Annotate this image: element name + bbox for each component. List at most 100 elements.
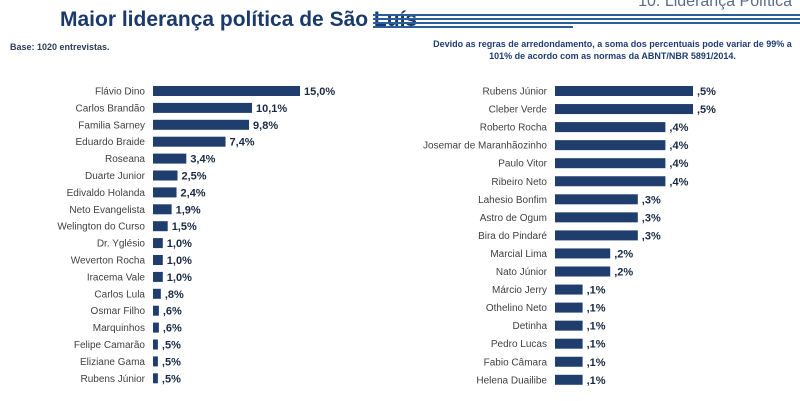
bar	[153, 305, 159, 316]
category-label: Welington do Curso	[57, 222, 145, 233]
value-label: ,3%	[642, 230, 661, 242]
bar	[153, 221, 168, 232]
value-label: ,4%	[669, 122, 688, 134]
bar	[555, 338, 583, 349]
bar	[153, 119, 250, 130]
category-label: Josemar de Maranhãozinho	[423, 141, 547, 152]
header-decoration-lines	[373, 14, 800, 28]
bar	[555, 374, 583, 385]
value-label: 7,4%	[230, 137, 255, 149]
bar	[153, 153, 187, 164]
bar	[555, 356, 583, 367]
bar	[153, 373, 158, 384]
bar	[555, 176, 666, 187]
bar	[153, 187, 177, 198]
category-label: Nato Júnior	[496, 267, 548, 278]
category-label: Márcio Jerry	[492, 285, 547, 296]
value-label: 1,5%	[172, 221, 197, 233]
base-note: Base: 1020 entrevistas.	[10, 42, 110, 52]
value-label: 2,4%	[181, 187, 206, 199]
bar	[555, 158, 666, 169]
category-label: Eliziane Gama	[80, 357, 145, 368]
page-title: Maior liderança política de São Luís	[60, 8, 418, 31]
value-label: ,3%	[642, 212, 661, 224]
category-label: Lahesio Bonfim	[478, 195, 547, 206]
value-label: ,4%	[669, 140, 688, 152]
value-label: 9,8%	[253, 120, 278, 132]
bar	[555, 86, 693, 96]
category-label: Cleber Verde	[489, 105, 548, 116]
category-label: Dr. Yglésio	[97, 239, 146, 250]
category-label: Paulo Vitor	[498, 159, 547, 170]
value-label: ,2%	[614, 267, 633, 279]
section-title: 10. Liderança Política	[638, 0, 792, 10]
value-label: ,1%	[587, 303, 606, 315]
category-label: Neto Evangelista	[69, 205, 145, 216]
value-label: ,4%	[669, 176, 688, 188]
value-label: ,4%	[669, 158, 688, 170]
value-label: ,6%	[163, 323, 182, 335]
bar	[555, 230, 638, 241]
bar	[153, 322, 159, 333]
bar	[153, 238, 163, 249]
category-label: Felipe Camarão	[74, 340, 146, 351]
category-label: Rubens Júnior	[81, 374, 146, 385]
category-label: Roseana	[105, 154, 145, 165]
bar	[555, 284, 583, 295]
category-label: Familia Sarney	[78, 120, 145, 131]
value-label: 1,0%	[167, 238, 192, 250]
bar	[153, 271, 163, 282]
value-label: 3,4%	[190, 154, 215, 166]
category-label: Pedro Lucas	[491, 339, 547, 350]
bar	[153, 86, 300, 96]
bar	[153, 339, 158, 350]
bar	[153, 204, 172, 215]
value-label: ,1%	[587, 321, 606, 333]
bar	[555, 266, 611, 277]
category-label: Fabio Câmara	[484, 357, 548, 368]
bar	[555, 320, 583, 331]
category-label: Eduardo Braide	[76, 137, 146, 148]
value-label: ,1%	[587, 357, 606, 369]
value-label: ,5%	[162, 340, 181, 352]
category-label: Detinha	[513, 321, 548, 332]
category-label: Carlos Brandão	[76, 103, 146, 114]
category-label: Roberto Rocha	[480, 123, 548, 134]
bar	[555, 194, 638, 205]
value-label: ,1%	[587, 285, 606, 297]
bar	[153, 170, 178, 181]
category-label: Edivaldo Holanda	[67, 188, 146, 199]
bar	[555, 122, 666, 133]
category-label: Marcial Lima	[490, 249, 547, 260]
value-label: ,1%	[587, 375, 606, 387]
value-label: 1,9%	[176, 204, 201, 216]
bar	[153, 102, 252, 113]
category-label: Helena Duailibe	[476, 375, 547, 386]
category-label: Duarte Junior	[85, 171, 146, 182]
bar	[555, 248, 611, 259]
category-label: Bira do Pindaré	[478, 231, 547, 242]
value-label: 2,5%	[182, 171, 207, 183]
value-label: 1,0%	[167, 255, 192, 267]
value-label: 10,1%	[256, 103, 287, 115]
value-label: ,5%	[697, 104, 716, 116]
value-label: ,1%	[587, 339, 606, 351]
bar	[153, 288, 161, 299]
value-label: 15,0%	[304, 86, 335, 98]
value-label: ,5%	[162, 373, 181, 385]
category-label: Iracema Vale	[87, 272, 146, 283]
category-label: Rubens Júnior	[483, 87, 548, 98]
rounding-note: Devido as regras de arredondamento, a so…	[433, 39, 792, 61]
category-label: Ribeiro Neto	[491, 177, 547, 188]
value-label: ,5%	[162, 356, 181, 368]
value-label: ,6%	[163, 306, 182, 318]
category-label: Weverton Rocha	[71, 256, 146, 267]
category-label: Marquinhos	[93, 323, 145, 334]
category-label: Flávio Dino	[95, 87, 145, 98]
bar	[555, 104, 693, 115]
bar	[555, 140, 666, 151]
bar	[153, 136, 226, 147]
value-label: ,2%	[614, 248, 633, 260]
bar	[153, 356, 158, 367]
